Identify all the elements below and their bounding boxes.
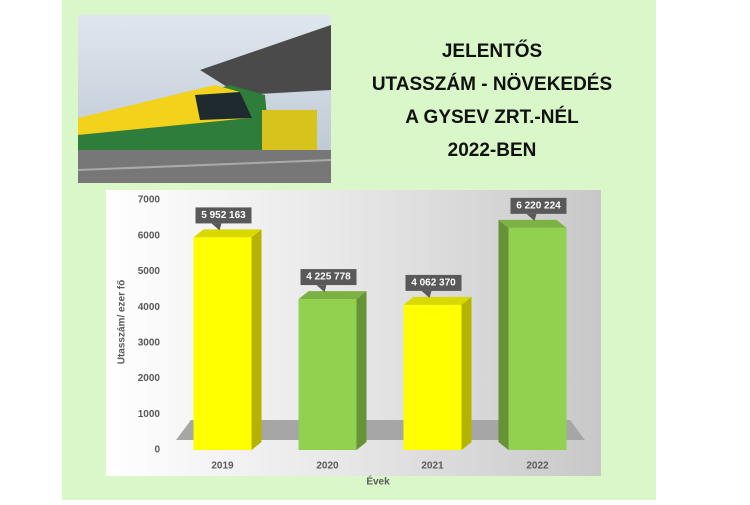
data-label: 5 952 163 xyxy=(201,210,246,221)
bar-side xyxy=(356,291,367,450)
x-tick-label: 2021 xyxy=(421,461,444,472)
title-line: 2022-BEN xyxy=(448,140,537,161)
bar-top xyxy=(298,291,367,300)
bar-side xyxy=(251,229,262,450)
y-axis-label: Utasszám/ ezer fő xyxy=(117,280,128,364)
y-tick-label: 2000 xyxy=(138,373,161,384)
data-label-pointer xyxy=(316,285,327,293)
y-tick-label: 1000 xyxy=(138,409,161,420)
floor xyxy=(176,420,585,440)
title-line: UTASSZÁM - NÖVEKEDÉS xyxy=(372,73,612,95)
bar-top xyxy=(193,229,262,238)
bar xyxy=(298,299,357,450)
data-label-pointer xyxy=(211,223,222,231)
data-label-box xyxy=(195,207,252,224)
data-label-pointer xyxy=(526,213,537,221)
y-tick-label: 3000 xyxy=(138,337,161,348)
y-tick-label: 7000 xyxy=(138,195,161,206)
y-tick-label: 5000 xyxy=(138,266,161,277)
x-axis-label: Évek xyxy=(366,475,390,488)
x-tick-label: 2022 xyxy=(526,461,549,472)
data-label: 6 220 224 xyxy=(516,200,561,211)
title-line: A GYSEV ZRT.-NÉL xyxy=(405,106,579,128)
data-label: 4 225 778 xyxy=(306,272,351,283)
x-tick-label: 2020 xyxy=(316,461,339,472)
y-tick-label: 4000 xyxy=(138,302,161,313)
bar-top xyxy=(403,296,472,305)
bar-side xyxy=(498,219,509,450)
bar xyxy=(403,304,462,450)
y-tick-label: 0 xyxy=(154,445,160,456)
title-line: JELENTŐS xyxy=(442,40,542,62)
data-label-box xyxy=(300,269,357,286)
bar-side xyxy=(461,296,472,450)
y-tick-label: 6000 xyxy=(138,230,161,241)
data-label-box xyxy=(405,274,462,291)
data-label-box xyxy=(510,197,567,214)
bar xyxy=(193,237,252,450)
bar xyxy=(508,227,567,450)
photo xyxy=(77,15,332,183)
x-tick-label: 2019 xyxy=(211,461,234,472)
data-label-pointer xyxy=(421,290,432,298)
data-label: 4 062 370 xyxy=(411,278,456,289)
bar-top xyxy=(498,219,567,228)
